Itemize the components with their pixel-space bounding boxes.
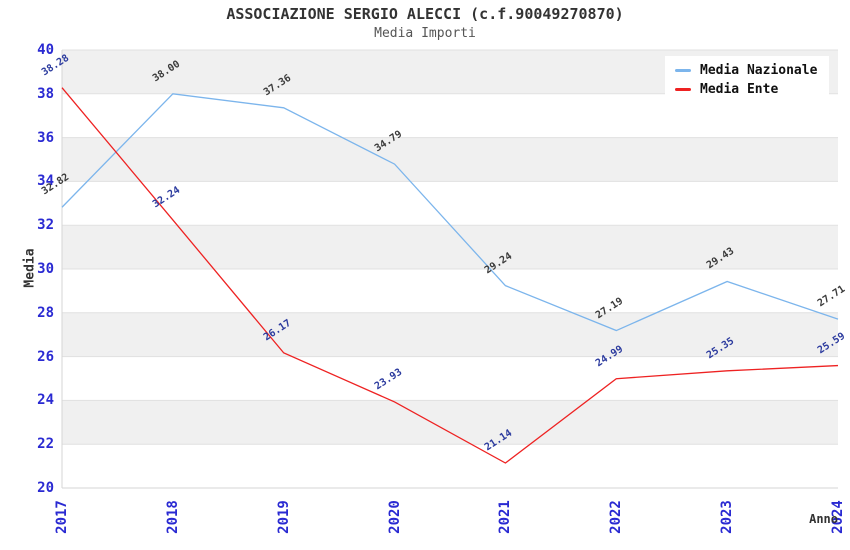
legend-item-media-nazionale[interactable]: Media Nazionale bbox=[675, 63, 817, 78]
x-tick-label: 2019 bbox=[275, 500, 292, 534]
y-tick-label: 36 bbox=[37, 129, 54, 146]
y-tick-label: 30 bbox=[37, 261, 54, 277]
plot-band bbox=[62, 312, 838, 357]
series-line bbox=[61, 87, 839, 464]
chart-title: ASSOCIAZIONE SERGIO ALECCI (c.f.90049270… bbox=[226, 5, 624, 23]
y-tick-label: 34 bbox=[37, 173, 54, 190]
x-tick-label: 2023 bbox=[719, 500, 736, 534]
plot-band bbox=[62, 137, 838, 182]
chart-subtitle: Media Importi bbox=[374, 26, 476, 41]
plot-band bbox=[62, 400, 838, 445]
x-tick-label: 2020 bbox=[386, 500, 403, 534]
legend-label: Media Ente bbox=[700, 82, 779, 97]
y-tick-label: 38 bbox=[37, 85, 54, 102]
y-tick-label: 32 bbox=[37, 217, 54, 234]
y-tick-label: 26 bbox=[37, 348, 54, 365]
legend: Media Nazionale Media Ente bbox=[665, 56, 830, 104]
x-axis-title: Anno bbox=[809, 512, 838, 526]
y-tick-label: 40 bbox=[37, 42, 54, 58]
x-tick-label: 2018 bbox=[164, 500, 181, 534]
x-tick-label: 2017 bbox=[54, 500, 70, 534]
y-tick-label: 20 bbox=[37, 480, 54, 496]
x-tick-label: 2022 bbox=[608, 500, 625, 534]
y-tick-label: 22 bbox=[37, 436, 54, 453]
series-line bbox=[61, 93, 839, 332]
y-tick-label: 24 bbox=[37, 392, 54, 409]
y-tick-label: 28 bbox=[37, 304, 54, 321]
x-tick-label: 2021 bbox=[497, 500, 514, 534]
line-swatch-icon bbox=[675, 69, 691, 72]
line-swatch-icon bbox=[675, 88, 691, 91]
plot-band bbox=[62, 225, 838, 269]
legend-label: Media Nazionale bbox=[700, 63, 818, 78]
legend-item-media-ente[interactable]: Media Ente bbox=[675, 82, 817, 97]
